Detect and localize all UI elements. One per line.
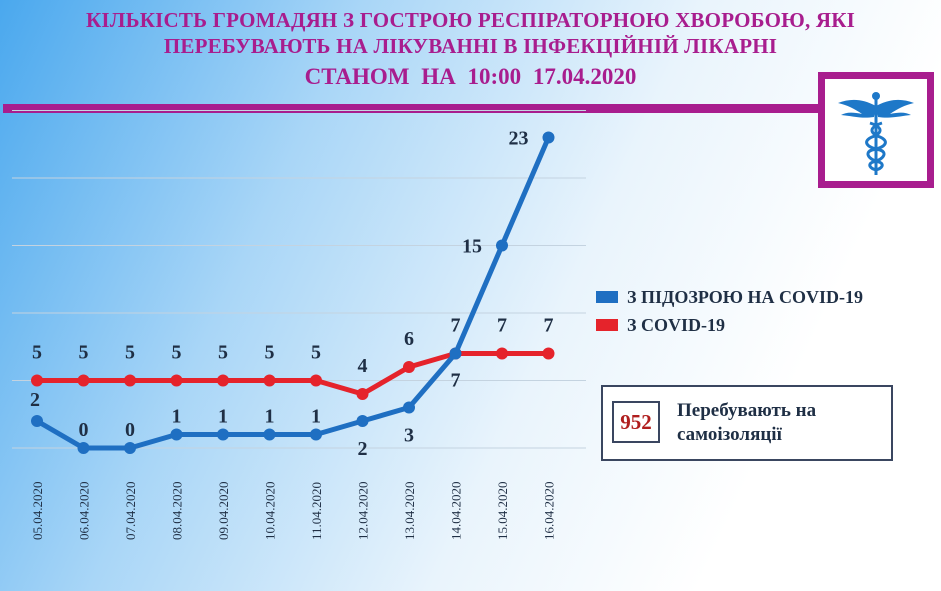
x-tick-label: 06.04.2020 bbox=[77, 482, 92, 541]
x-tick-label: 09.04.2020 bbox=[216, 482, 231, 541]
data-label-covid: 5 bbox=[311, 342, 321, 364]
data-point-covid bbox=[31, 374, 43, 387]
data-point-suspected bbox=[217, 428, 229, 441]
self-isolation-count: 952 bbox=[612, 401, 660, 443]
data-label-suspected: 23 bbox=[509, 128, 529, 150]
medical-logo bbox=[818, 72, 934, 188]
series-line-covid bbox=[34, 351, 551, 397]
data-label-suspected: 2 bbox=[30, 389, 40, 411]
data-point-covid bbox=[77, 374, 90, 387]
data-point-covid bbox=[217, 374, 229, 387]
data-label-covid: 7 bbox=[497, 315, 507, 337]
x-tick-label: 16.04.2020 bbox=[542, 482, 557, 541]
header-divider-bar bbox=[3, 104, 823, 113]
data-point-covid bbox=[403, 361, 415, 373]
self-isolation-panel: 952 Перебувають на самоізоляції bbox=[601, 385, 893, 461]
data-label-suspected: 3 bbox=[404, 425, 414, 447]
data-point-covid bbox=[356, 388, 369, 400]
data-point-suspected bbox=[77, 442, 90, 454]
data-point-suspected bbox=[31, 415, 43, 427]
data-label-covid: 7 bbox=[544, 315, 554, 337]
caduceus-icon bbox=[838, 92, 914, 175]
legend-item-suspected: З ПІДОЗРОЮ НА COVID-19 bbox=[596, 283, 863, 311]
data-label-suspected: 7 bbox=[451, 370, 461, 392]
legend-item-covid: З COVID-19 bbox=[596, 311, 863, 339]
data-label-suspected: 15 bbox=[462, 236, 482, 258]
series-line-suspected bbox=[34, 135, 551, 451]
data-label-suspected: 0 bbox=[125, 419, 135, 441]
data-label-covid: 5 bbox=[265, 342, 275, 364]
data-point-suspected bbox=[403, 401, 415, 414]
legend-swatch-covid bbox=[596, 319, 618, 331]
x-tick-label: 15.04.2020 bbox=[495, 482, 510, 541]
data-point-covid bbox=[310, 374, 322, 387]
title-date-line: СТАНОМ НА 10:00 17.04.2020 bbox=[304, 64, 637, 89]
data-label-covid: 5 bbox=[172, 342, 182, 364]
data-point-suspected bbox=[542, 131, 555, 144]
data-label-suspected: 1 bbox=[265, 406, 275, 428]
data-point-covid bbox=[263, 374, 276, 387]
x-tick-label: 14.04.2020 bbox=[449, 482, 464, 541]
data-label-suspected: 2 bbox=[358, 438, 368, 460]
data-point-covid bbox=[170, 374, 183, 387]
x-tick-label: 08.04.2020 bbox=[170, 482, 185, 541]
data-label-covid: 5 bbox=[32, 342, 42, 364]
self-isolation-label: Перебувають на самоізоляції bbox=[677, 400, 817, 445]
data-point-covid bbox=[496, 347, 508, 360]
data-label-suspected: 1 bbox=[218, 406, 228, 428]
data-point-suspected bbox=[449, 347, 462, 360]
x-tick-label: 07.04.2020 bbox=[123, 482, 138, 541]
legend-label-suspected: З ПІДОЗРОЮ НА COVID-19 bbox=[627, 286, 864, 307]
data-point-suspected bbox=[356, 415, 369, 427]
data-point-covid bbox=[124, 374, 136, 387]
data-point-suspected bbox=[310, 428, 322, 441]
data-point-suspected bbox=[124, 442, 136, 454]
x-tick-label: 12.04.2020 bbox=[356, 482, 371, 541]
x-tick-label: 10.04.2020 bbox=[263, 482, 278, 541]
title-line-1: КІЛЬКІСТЬ ГРОМАДЯН З ГОСТРОЮ РЕСПІРАТОРН… bbox=[85, 8, 856, 32]
data-label-covid: 5 bbox=[218, 342, 228, 364]
chart-legend: З ПІДОЗРОЮ НА COVID-19 З COVID-19 bbox=[596, 283, 863, 339]
data-label-covid: 4 bbox=[358, 355, 368, 377]
title-line-2: ПЕРЕБУВАЮТЬ НА ЛІКУВАННІ В ІНФЕКЦІЙНІЙ Л… bbox=[163, 34, 778, 58]
data-label-suspected: 0 bbox=[79, 419, 89, 441]
data-point-suspected bbox=[496, 239, 508, 252]
legend-swatch-suspected bbox=[596, 291, 618, 303]
data-label-suspected: 1 bbox=[172, 406, 182, 428]
x-tick-label: 11.04.2020 bbox=[309, 482, 324, 540]
data-label-covid: 7 bbox=[451, 315, 461, 337]
data-point-suspected bbox=[170, 428, 183, 441]
data-point-covid bbox=[542, 347, 555, 360]
data-label-suspected: 1 bbox=[311, 406, 321, 428]
data-label-covid: 5 bbox=[79, 342, 89, 364]
data-label-covid: 6 bbox=[404, 328, 414, 350]
data-label-covid: 5 bbox=[125, 342, 135, 364]
data-point-suspected bbox=[263, 428, 276, 441]
legend-label-covid: З COVID-19 bbox=[627, 314, 725, 335]
x-tick-label: 05.04.2020 bbox=[30, 482, 45, 541]
x-tick-label: 13.04.2020 bbox=[402, 482, 417, 541]
